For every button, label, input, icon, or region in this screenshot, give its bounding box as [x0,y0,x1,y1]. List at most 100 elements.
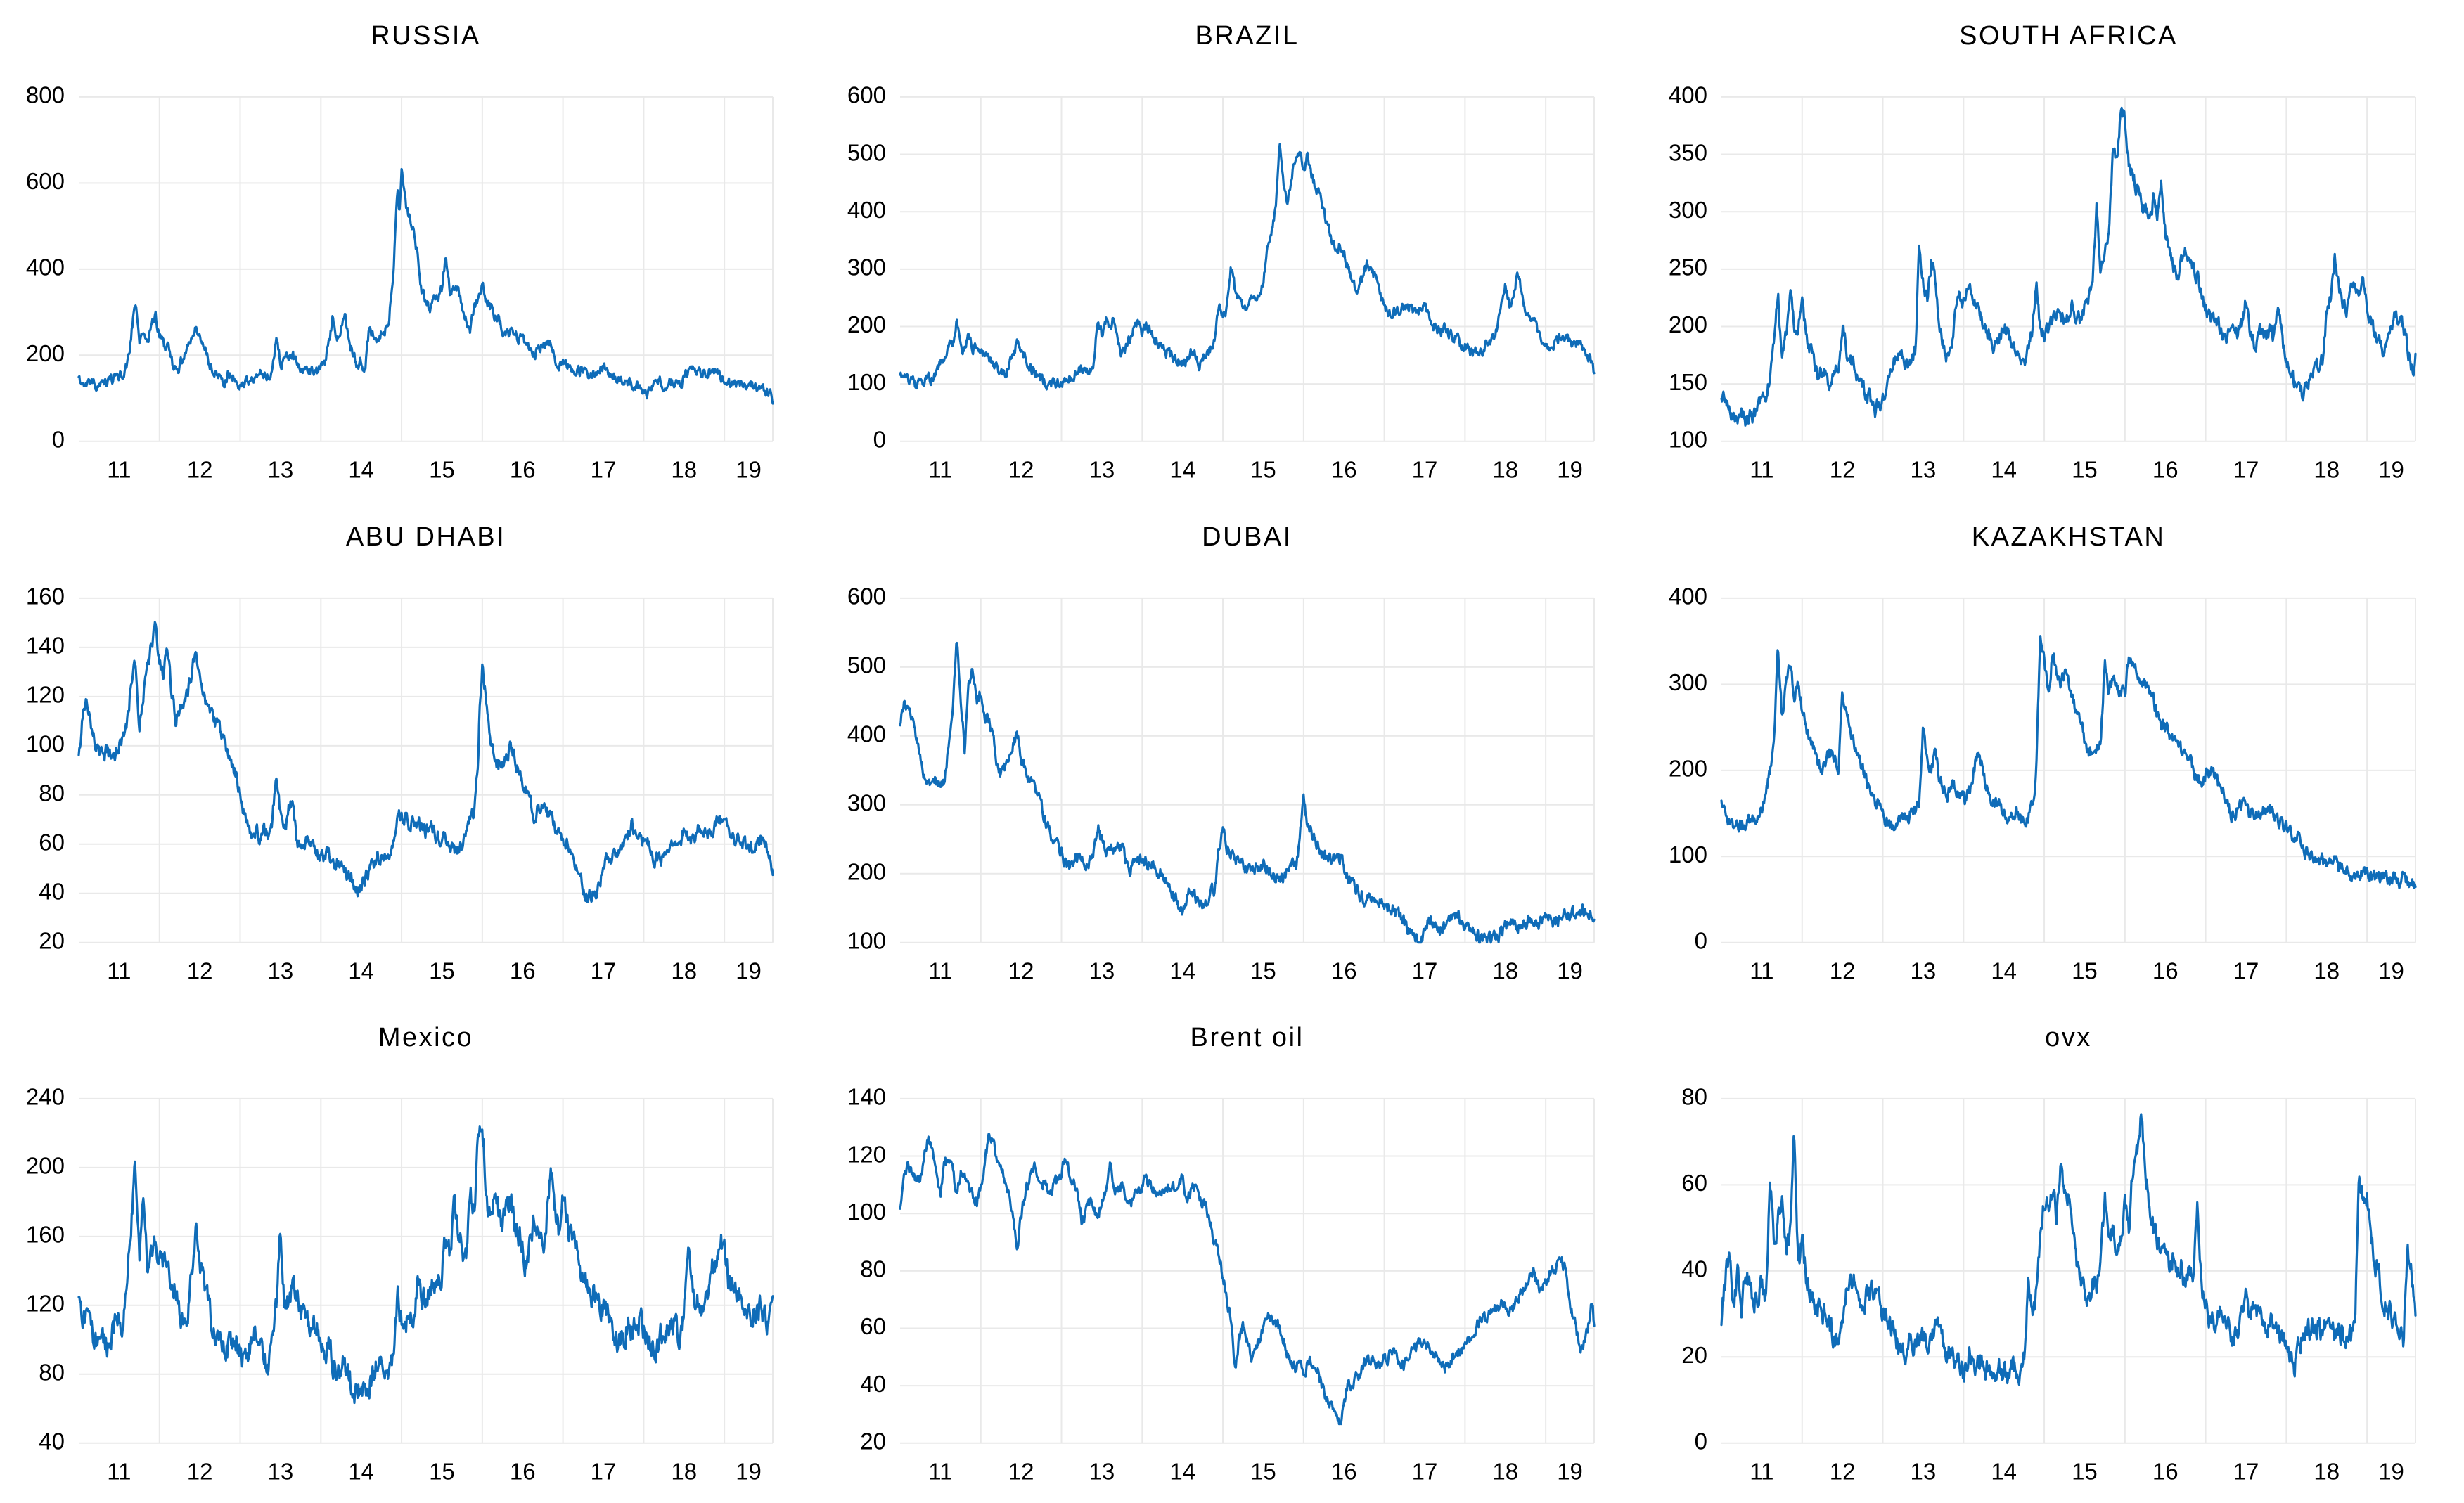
svg-text:19: 19 [736,457,762,483]
svg-text:14: 14 [1991,957,2017,983]
chart-title-south-africa: SOUTH AFRICA [1959,21,2178,51]
svg-text:12: 12 [1008,457,1034,483]
svg-text:13: 13 [268,457,294,483]
svg-text:140: 140 [26,632,65,658]
chart-plot-russia: 0 200 400 600 800 11 12 13 14 15 16 17 18 19 [26,82,774,483]
svg-text:16: 16 [1331,457,1357,483]
svg-text:17: 17 [1412,957,1438,983]
svg-text:13: 13 [1911,457,1937,483]
svg-text:15: 15 [2072,457,2098,483]
svg-text:11: 11 [107,957,131,983]
svg-text:160: 160 [26,583,65,609]
svg-text:16: 16 [1331,957,1357,983]
svg-text:12: 12 [1008,957,1034,983]
svg-text:11: 11 [1750,957,1773,983]
svg-text:300: 300 [1669,669,1707,695]
svg-text:11: 11 [928,1459,952,1485]
svg-text:14: 14 [1169,457,1195,483]
svg-text:13: 13 [1089,1459,1115,1485]
svg-text:15: 15 [429,457,455,483]
svg-text:19: 19 [736,957,762,983]
svg-text:600: 600 [847,583,886,609]
svg-text:250: 250 [1669,254,1707,280]
chart-plot-ovx: 0 20 40 60 80 11 12 13 14 15 16 17 18 19 [1681,1084,2417,1485]
svg-text:13: 13 [268,957,294,983]
svg-text:15: 15 [429,1459,455,1485]
svg-text:19: 19 [1557,457,1583,483]
svg-text:400: 400 [847,197,886,223]
svg-text:300: 300 [1669,197,1707,223]
svg-text:11: 11 [928,457,952,483]
svg-text:14: 14 [1169,957,1195,983]
svg-text:350: 350 [1669,139,1707,165]
svg-text:200: 200 [26,1153,65,1179]
svg-text:12: 12 [1830,1459,1856,1485]
svg-text:14: 14 [348,1459,374,1485]
svg-text:800: 800 [26,82,65,108]
svg-text:13: 13 [1911,1459,1937,1485]
chart-mexico: Mexico 40 80 120 160 200 240 11 12 13 14 15 16 17 18 1… [0,1002,821,1503]
svg-text:200: 200 [847,858,886,884]
svg-text:14: 14 [1991,457,2017,483]
svg-text:20: 20 [860,1428,886,1454]
svg-text:17: 17 [2233,957,2259,983]
svg-text:0: 0 [873,426,886,452]
svg-text:18: 18 [2314,957,2340,983]
svg-text:16: 16 [510,957,536,983]
svg-text:13: 13 [268,1459,294,1485]
svg-text:15: 15 [2072,957,2098,983]
svg-text:17: 17 [591,957,617,983]
svg-text:15: 15 [2072,1459,2098,1485]
svg-text:500: 500 [847,652,886,678]
svg-text:17: 17 [2233,1459,2259,1485]
chart-plot-abu-dhabi: 20 40 60 80 100 120 140 160 11 12 13 14 15 16 17 18 19 [26,583,774,983]
svg-text:11: 11 [1750,1459,1773,1485]
svg-text:80: 80 [860,1256,886,1282]
svg-text:0: 0 [1695,1428,1707,1454]
svg-text:150: 150 [1669,369,1707,395]
svg-text:19: 19 [736,1459,762,1485]
svg-text:100: 100 [847,369,886,395]
svg-text:12: 12 [1830,457,1856,483]
svg-text:40: 40 [39,878,65,904]
svg-text:100: 100 [1669,841,1707,867]
chart-title-kazakhstan: KAZAKHSTAN [1971,522,2166,552]
svg-text:40: 40 [1681,1256,1707,1282]
svg-text:14: 14 [348,957,374,983]
svg-text:16: 16 [510,1459,536,1485]
svg-text:20: 20 [39,927,65,953]
svg-text:160: 160 [26,1222,65,1248]
svg-text:11: 11 [1750,457,1773,483]
svg-text:60: 60 [860,1313,886,1339]
chart-dubai: DUBAI 100 200 300 400 500 600 11 12 13 14 15 16 17 18… [821,501,1643,1002]
svg-text:18: 18 [1492,957,1518,983]
svg-text:14: 14 [348,457,374,483]
svg-text:300: 300 [847,254,886,280]
svg-text:18: 18 [671,1459,697,1485]
svg-text:11: 11 [928,957,952,983]
chart-abu-dhabi: ABU DHABI 20 40 60 80 100 120 140 160 11 12 13 14 15… [0,501,821,1002]
svg-text:11: 11 [107,457,131,483]
svg-text:80: 80 [39,1360,65,1386]
svg-text:40: 40 [860,1371,886,1397]
svg-text:17: 17 [591,1459,617,1485]
svg-text:100: 100 [847,927,886,953]
chart-title-russia: RUSSIA [371,21,481,51]
svg-text:16: 16 [2152,957,2179,983]
svg-text:15: 15 [1250,957,1276,983]
svg-text:120: 120 [847,1142,886,1168]
svg-text:18: 18 [2314,1459,2340,1485]
svg-text:400: 400 [1669,583,1707,609]
chart-russia: RUSSIA 0 200 400 600 800 11 12 13 14 15 16 17 18 19 [0,0,821,501]
svg-text:120: 120 [26,1291,65,1317]
svg-text:13: 13 [1911,957,1937,983]
svg-text:400: 400 [1669,82,1707,108]
svg-text:200: 200 [26,340,65,366]
svg-text:500: 500 [847,139,886,165]
svg-text:17: 17 [2233,457,2259,483]
svg-text:17: 17 [591,457,617,483]
svg-text:200: 200 [847,311,886,337]
svg-text:13: 13 [1089,457,1115,483]
svg-text:40: 40 [39,1428,65,1454]
svg-text:12: 12 [1008,1459,1034,1485]
